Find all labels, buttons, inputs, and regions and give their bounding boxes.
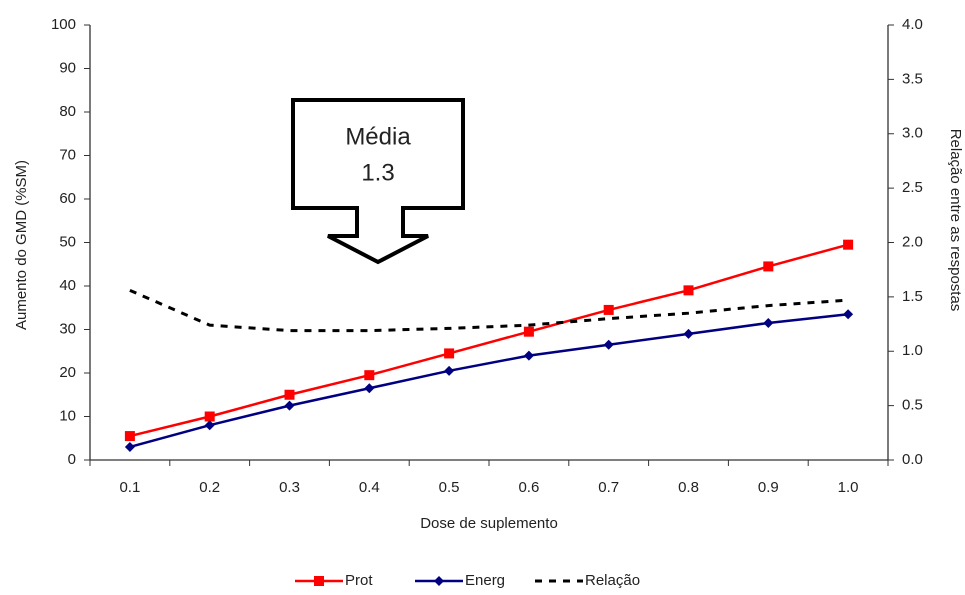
marker — [683, 328, 694, 339]
y-tick-label: 90 — [59, 59, 76, 76]
y-tick-label: 0 — [68, 451, 76, 468]
legend-label: Prot — [345, 572, 373, 589]
x-tick-label: 0.9 — [758, 479, 779, 496]
marker — [603, 304, 614, 315]
x-tick-label: 0.5 — [439, 479, 460, 496]
y-tick-label: 10 — [59, 407, 76, 424]
x-tick-label: 0.7 — [598, 479, 619, 496]
x-tick-label: 0.6 — [518, 479, 539, 496]
marker — [204, 420, 215, 431]
callout-text: 1.3 — [361, 159, 394, 186]
y-tick-label: 100 — [51, 16, 76, 33]
y2-tick-label: 3.5 — [902, 70, 923, 87]
y-tick-label: 30 — [59, 320, 76, 337]
x-tick-label: 0.8 — [678, 479, 699, 496]
marker — [284, 400, 295, 411]
marker — [683, 285, 694, 296]
marker — [364, 370, 375, 381]
marker — [124, 441, 135, 452]
marker — [843, 239, 854, 250]
y-tick-label: 50 — [59, 233, 76, 250]
y-tick-label: 80 — [59, 103, 76, 120]
marker — [603, 339, 614, 350]
y2-tick-label: 1.5 — [902, 288, 923, 305]
y2-tick-label: 1.0 — [902, 342, 923, 359]
y2-tick-label: 0.5 — [902, 397, 923, 414]
marker — [284, 389, 295, 400]
marker — [444, 365, 455, 376]
y2-tick-label: 2.5 — [902, 179, 923, 196]
marker — [364, 383, 375, 394]
marker — [763, 317, 774, 328]
y2-tick-label: 3.0 — [902, 125, 923, 142]
y-tick-label: 70 — [59, 146, 76, 163]
marker — [523, 350, 534, 361]
x-tick-label: 0.3 — [279, 479, 300, 496]
x-tick-label: 0.2 — [199, 479, 220, 496]
marker — [204, 411, 215, 422]
x-tick-label: 0.4 — [359, 479, 380, 496]
marker — [843, 309, 854, 320]
x-axis-label: Dose de suplemento — [420, 515, 558, 532]
marker — [763, 261, 774, 272]
callout — [291, 98, 465, 265]
series-line — [129, 288, 849, 333]
x-tick-label: 0.1 — [119, 479, 140, 496]
marker — [434, 576, 444, 586]
callout-text: Média — [345, 123, 411, 150]
y-axis-label: Aumento do GMD (%SM) — [13, 160, 30, 330]
y-tick-label: 60 — [59, 190, 76, 207]
series-line — [129, 243, 849, 438]
marker — [124, 431, 135, 442]
legend-label: Relação — [585, 572, 640, 589]
y2-tick-label: 2.0 — [902, 233, 923, 250]
legend-label: Energ — [465, 572, 505, 589]
marker — [523, 326, 534, 337]
marker — [444, 348, 455, 359]
y2-tick-label: 4.0 — [902, 16, 923, 33]
y2-axis-label: Relação entre as respostas — [947, 129, 964, 312]
series-line — [129, 313, 849, 449]
y-tick-label: 40 — [59, 277, 76, 294]
y-tick-label: 20 — [59, 364, 76, 381]
marker — [314, 576, 324, 586]
y2-tick-label: 0.0 — [902, 451, 923, 468]
x-tick-label: 1.0 — [838, 479, 859, 496]
